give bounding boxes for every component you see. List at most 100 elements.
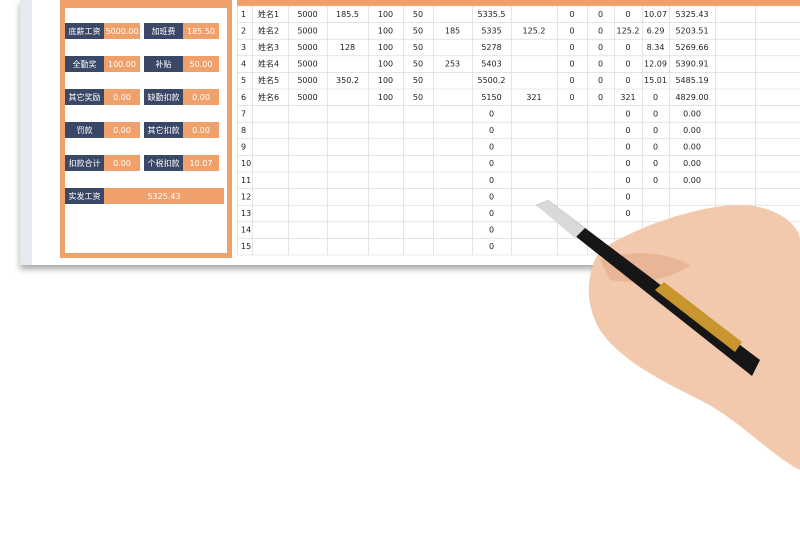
- cell: 5000: [297, 10, 317, 19]
- cell: 0: [569, 26, 574, 35]
- cell: 0: [489, 176, 494, 185]
- item-value: 0.00: [104, 89, 140, 105]
- cell: 50: [413, 60, 423, 69]
- cell: 321: [526, 93, 541, 102]
- cell: 0: [569, 93, 574, 102]
- cell: 0: [489, 209, 494, 218]
- cell: 0: [489, 109, 494, 118]
- cell: 100: [378, 60, 393, 69]
- cell: 5390.91: [675, 60, 708, 69]
- cell: 8: [241, 126, 246, 135]
- cell: 姓名1: [258, 9, 279, 19]
- cell: 5335.5: [478, 10, 506, 19]
- cell: 姓名6: [258, 92, 279, 102]
- cell: 0.00: [683, 143, 701, 152]
- panel-row: 扣款合计 0.00 个税扣款 10.07: [65, 155, 223, 171]
- cell: 0: [489, 159, 494, 168]
- cell: 350.2: [336, 76, 359, 85]
- cell: 2: [241, 26, 246, 35]
- item-value: 0.00: [104, 155, 140, 171]
- cell: 4829.00: [675, 93, 708, 102]
- item-label: 个税扣款: [144, 155, 183, 171]
- cell: 0: [625, 60, 630, 69]
- cell: 0: [653, 126, 658, 135]
- cell: 5000: [297, 93, 317, 102]
- total-value: 5325.43: [104, 188, 224, 204]
- cell: 0.00: [683, 176, 701, 185]
- cell: 0: [625, 209, 630, 218]
- cell: 5000: [297, 60, 317, 69]
- item-label: 补贴: [144, 56, 183, 72]
- cell: 0: [489, 242, 494, 251]
- salary-panel: 底薪工资 5000.00 加班费 185.50 全勤奖 100.00 补贴 50.00 其它奖励…: [60, 0, 232, 258]
- item-label: 全勤奖: [65, 56, 104, 72]
- cell: 0: [653, 176, 658, 185]
- cell: 13: [241, 209, 251, 218]
- panel-body: 底薪工资 5000.00 加班费 185.50 全勤奖 100.00 补贴 50.00 其它奖励…: [65, 8, 227, 253]
- item-value: 0.00: [183, 122, 219, 138]
- cell: 姓名3: [258, 42, 279, 52]
- cell: 100: [378, 76, 393, 85]
- cell: 5000: [297, 43, 317, 52]
- cell: 0: [598, 26, 603, 35]
- cell: 0: [598, 76, 603, 85]
- cell: 0: [598, 10, 603, 19]
- cell: 10: [241, 159, 251, 168]
- cell: 5278: [481, 43, 501, 52]
- item-value: 0.00: [104, 122, 140, 138]
- cell: 0: [625, 176, 630, 185]
- thumb: [590, 300, 700, 372]
- cell: 5335: [481, 26, 501, 35]
- salary-table: 1 姓名1 5000 185.5 100 50 5335.5 0 0 0 10.07 5325.432…: [237, 0, 800, 256]
- cell: 50: [413, 93, 423, 102]
- item-value: 50.00: [183, 56, 219, 72]
- item-value: 185.50: [183, 23, 219, 39]
- cell: 185: [445, 26, 460, 35]
- cell: 50: [413, 43, 423, 52]
- cell: 15.01: [644, 76, 667, 85]
- panel-row: 底薪工资 5000.00 加班费 185.50: [65, 23, 223, 39]
- item-value: 0.00: [183, 89, 219, 105]
- cell: 100: [378, 26, 393, 35]
- cell: 6: [241, 93, 246, 102]
- cell: 100: [378, 93, 393, 102]
- cell: 0: [569, 43, 574, 52]
- cell: 0: [489, 192, 494, 201]
- cell: 12.09: [644, 60, 667, 69]
- cell: 50: [413, 26, 423, 35]
- item-label: 其它奖励: [65, 89, 104, 105]
- panel-row: 实发工资 5325.43: [65, 188, 228, 204]
- cell: 0: [653, 143, 658, 152]
- cell: 0.00: [683, 159, 701, 168]
- cell: 0: [625, 192, 630, 201]
- cell: 5: [241, 76, 246, 85]
- pen-nib: [536, 200, 585, 238]
- cell: 128: [340, 43, 355, 52]
- cell: 5203.51: [675, 26, 708, 35]
- header-band: [237, 0, 800, 6]
- cell: 姓名2: [258, 25, 279, 35]
- cell: 0: [653, 93, 658, 102]
- item-value: 100.00: [104, 56, 140, 72]
- panel-row: 罚款 0.00 其它扣款 0.00: [65, 122, 223, 138]
- cell: 3: [241, 43, 246, 52]
- cell: 11: [241, 176, 251, 185]
- cell: 0: [625, 76, 630, 85]
- cell: 0: [625, 143, 630, 152]
- cell: 0.00: [683, 109, 701, 118]
- pen-trim: [655, 282, 742, 352]
- cell: 0: [653, 159, 658, 168]
- cell: 10.07: [644, 10, 667, 19]
- item-label: 底薪工资: [65, 23, 104, 39]
- cell: 0: [569, 10, 574, 19]
- cell: 0: [625, 159, 630, 168]
- cell: 321: [620, 93, 635, 102]
- cell: 0: [489, 226, 494, 235]
- item-label: 加班费: [144, 23, 183, 39]
- cell: 0: [489, 143, 494, 152]
- item-label: 缺勤扣款: [144, 89, 183, 105]
- cell: 4: [241, 60, 246, 69]
- cell: 5000: [297, 76, 317, 85]
